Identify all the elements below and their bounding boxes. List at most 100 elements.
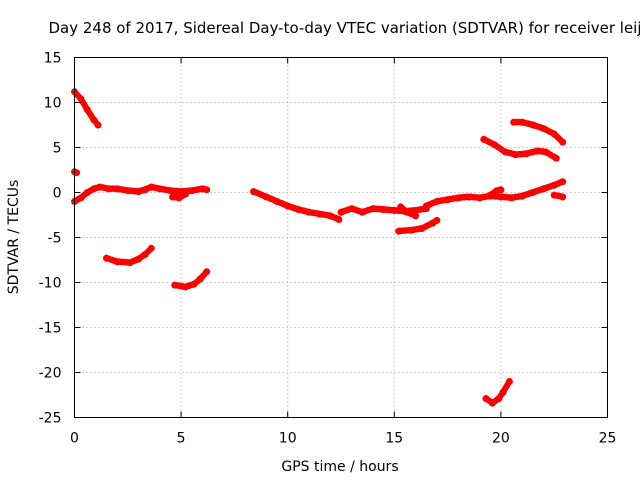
- chart-title: Day 248 of 2017, Sidereal Day-to-day VTE…: [48, 19, 640, 37]
- y-tick-label: -15: [39, 321, 62, 337]
- data-point: [523, 150, 530, 158]
- x-tick-label: 15: [385, 431, 403, 447]
- data-point: [181, 283, 189, 291]
- y-tick-label: -10: [39, 276, 62, 292]
- data-point: [124, 187, 132, 195]
- data-point: [135, 188, 142, 196]
- y-tick-labels: 15 10 5 0 -5 -10 -15 -20 -25: [39, 51, 62, 427]
- data-point: [518, 192, 526, 200]
- data-point: [559, 193, 567, 201]
- data-point: [335, 216, 343, 223]
- data-point: [418, 225, 426, 232]
- data-point: [113, 258, 121, 266]
- data-point: [550, 181, 558, 189]
- data-point: [262, 193, 270, 201]
- y-tick-label: 15: [44, 51, 62, 67]
- data-point: [348, 205, 356, 213]
- x-tick-label: 5: [177, 431, 186, 447]
- y-tick-label: -5: [48, 231, 62, 247]
- data-point: [147, 244, 155, 252]
- data-point: [380, 206, 388, 214]
- data-point: [510, 118, 518, 126]
- data-point: [512, 151, 520, 159]
- data-point: [103, 254, 110, 262]
- data-point: [166, 187, 174, 195]
- data-point: [316, 210, 324, 218]
- data-point: [550, 130, 558, 138]
- data-point: [94, 121, 102, 129]
- x-axis-label: GPS time / hours: [281, 459, 398, 475]
- data-point: [491, 141, 498, 149]
- data-series: [71, 88, 567, 407]
- data-point: [407, 226, 415, 234]
- data-point: [181, 190, 189, 198]
- data-point: [90, 185, 98, 193]
- data-point: [96, 183, 104, 191]
- y-tick-label: 10: [44, 96, 62, 112]
- data-point: [412, 212, 420, 220]
- x-tick-label: 0: [70, 431, 79, 447]
- data-point: [540, 125, 547, 133]
- data-point: [169, 193, 177, 201]
- data-point: [390, 207, 398, 214]
- data-point: [190, 280, 198, 288]
- data-point: [203, 186, 211, 194]
- data-point: [395, 227, 403, 235]
- data-point: [465, 193, 473, 201]
- data-point: [369, 205, 377, 213]
- data-point: [250, 188, 258, 196]
- y-tick-label: -20: [39, 366, 62, 382]
- data-point: [337, 208, 345, 216]
- data-point: [497, 193, 505, 201]
- data-point: [284, 202, 292, 210]
- data-point: [403, 208, 411, 216]
- data-point: [454, 194, 462, 202]
- data-point: [529, 121, 537, 129]
- y-tick-label: 5: [53, 141, 62, 157]
- data-point: [156, 185, 164, 193]
- data-point: [196, 275, 204, 283]
- data-point: [141, 251, 149, 259]
- data-point: [559, 138, 567, 146]
- data-point: [83, 106, 91, 114]
- data-point: [488, 399, 496, 407]
- data-point: [550, 191, 558, 199]
- data-point: [497, 186, 505, 194]
- x-tick-labels: 0 5 10 15 20 25: [70, 431, 616, 447]
- data-point: [147, 183, 155, 191]
- data-point: [533, 147, 541, 155]
- data-point: [105, 185, 113, 193]
- data-point: [77, 95, 85, 103]
- axis-ticks: [74, 57, 608, 418]
- data-point: [397, 203, 405, 211]
- data-point: [422, 202, 430, 210]
- x-tick-label: 25: [599, 431, 617, 447]
- data-point: [175, 194, 183, 202]
- data-point: [188, 187, 196, 195]
- data-point: [501, 148, 509, 156]
- data-point: [552, 154, 560, 162]
- data-point: [83, 189, 91, 196]
- x-tick-label: 10: [279, 431, 297, 447]
- data-point: [495, 395, 503, 403]
- data-point: [135, 255, 142, 263]
- y-axis-label: SDTVAR / TECUs: [6, 180, 22, 295]
- data-point: [508, 194, 516, 202]
- data-point: [358, 208, 366, 216]
- data-point: [305, 208, 313, 216]
- data-point: [90, 116, 98, 124]
- data-point: [482, 395, 490, 403]
- data-point: [126, 259, 134, 267]
- data-point: [433, 216, 441, 224]
- data-point: [294, 206, 302, 214]
- data-point: [505, 378, 513, 385]
- data-point: [486, 191, 494, 199]
- data-point: [499, 388, 507, 396]
- data-point: [113, 185, 121, 193]
- data-point: [326, 212, 334, 220]
- y-tick-label: 0: [53, 186, 62, 202]
- data-point: [444, 196, 452, 204]
- data-point: [559, 178, 567, 186]
